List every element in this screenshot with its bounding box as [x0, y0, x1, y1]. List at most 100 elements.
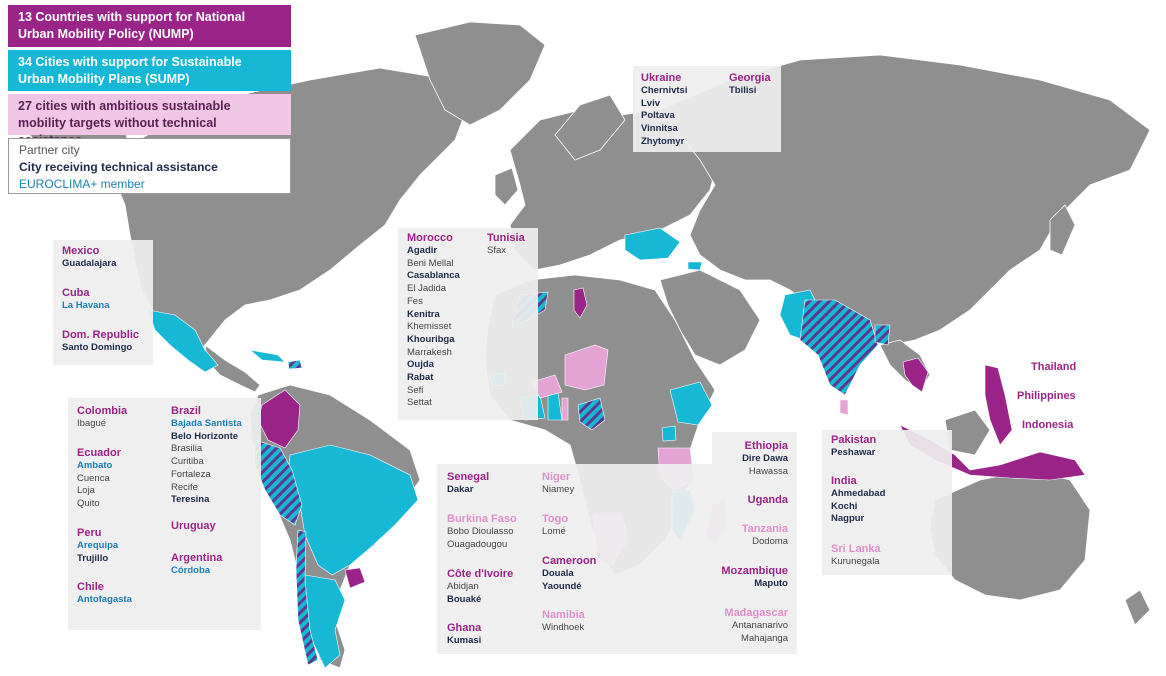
- region-india: India Ahmedabad Kochi Nagpur: [831, 475, 885, 526]
- city-label: Belo Horizonte: [171, 430, 239, 442]
- country-label: India: [831, 475, 857, 487]
- country-label: Namibia: [542, 609, 585, 621]
- region-mexico: Mexico Guadalajara: [62, 245, 116, 271]
- legend-nump: 13 Countries with support for National U…: [8, 5, 291, 47]
- city-label: Chernivtsi: [641, 85, 688, 96]
- region-ghana: Ghana Kumasi: [447, 622, 481, 648]
- country-label: Argentina: [171, 552, 223, 564]
- panel-south-america: [68, 398, 261, 630]
- country-label: Dom. Republic: [62, 329, 140, 341]
- niger-shape: [564, 344, 609, 391]
- city-label: Arequipa: [77, 540, 119, 551]
- arabia: [659, 269, 761, 366]
- country-label: Ghana: [447, 622, 482, 634]
- india-shape: [799, 299, 879, 396]
- city-label: Mahajanga: [740, 632, 788, 644]
- country-label: Madagascar: [724, 607, 788, 619]
- city-label: Zhytomyr: [641, 135, 685, 147]
- country-label: Cameroon: [542, 555, 597, 567]
- city-label: Dire Dawa: [742, 453, 788, 464]
- city-label: Loja: [77, 485, 95, 497]
- tunisia-shape: [573, 287, 588, 319]
- city-label: Ambato: [77, 460, 113, 471]
- city-label: Oujda: [407, 359, 434, 371]
- region-tunisia: Tunisia Sfax: [487, 232, 525, 258]
- panel-caribbean: [53, 240, 153, 365]
- region-ethiopia: Ethiopia Dire Dawa Hawassa: [712, 440, 788, 478]
- city-label: Bouaké: [447, 593, 482, 605]
- city-label: Kumasi: [447, 635, 482, 646]
- city-label: Brasilia: [171, 443, 203, 455]
- city-label: Curitiba: [171, 456, 204, 468]
- region-brazil: Brazil Bajada Santista Belo Horizonte Br…: [171, 405, 242, 507]
- city-label: Ibagué: [77, 418, 107, 429]
- label-philippines: Philippines: [1017, 390, 1076, 402]
- region-peru: Peru Arequipa Trujillo: [77, 527, 118, 565]
- uganda-shape: [661, 425, 677, 442]
- city-label: Antananarivo: [732, 620, 788, 631]
- country-label: Chile: [77, 581, 104, 593]
- city-label: Niamey: [542, 484, 575, 495]
- thailand-shape: [902, 357, 929, 393]
- city-label: Marrakesh: [407, 346, 452, 358]
- city-label: Bobo Dioulasso: [447, 526, 514, 537]
- city-label: La Havana: [62, 300, 110, 311]
- country-label: Georgia: [729, 72, 771, 84]
- togo-shape: [561, 397, 569, 421]
- city-label: Bajada Santista: [171, 418, 242, 429]
- city-label: Cuenca: [77, 472, 110, 484]
- region-tanzania: Tanzania Dodoma: [712, 523, 788, 549]
- region-madagascar: Madagascar Antananarivo Mahajanga: [700, 607, 788, 645]
- philippines-shape: [984, 364, 1013, 446]
- city-label: Agadir: [407, 245, 438, 256]
- city-label: Nagpur: [831, 513, 865, 525]
- city-label: Antofagasta: [77, 594, 132, 605]
- city-label: Khouribga: [407, 333, 455, 345]
- country-label: Côte d'Ivoire: [447, 568, 514, 580]
- cuba-shape: [248, 349, 286, 363]
- cameroon-shape: [577, 397, 606, 431]
- legend-ambitious: 27 cities with ambitious sustainable mob…: [8, 94, 291, 147]
- legend-sump: 34 Cities with support for Sustainable U…: [8, 50, 291, 91]
- country-label: Senegal: [447, 471, 490, 483]
- region-chile: Chile Antofagasta: [77, 581, 132, 607]
- region-niger: Niger Niamey: [542, 471, 574, 497]
- ethiopia-shape: [669, 381, 713, 426]
- legend-key: Partner city City receiving technical as…: [8, 138, 291, 194]
- country-label: Mozambique: [721, 565, 788, 577]
- city-label: Teresina: [171, 494, 210, 506]
- panel-africa: [437, 464, 797, 654]
- country-label: Tunisia: [487, 232, 525, 244]
- legend-euroclima: EUROCLIMA+ member: [19, 177, 145, 191]
- city-label: Recife: [171, 481, 198, 493]
- scandinavia: [554, 94, 626, 161]
- country-label: Sri Lanka: [831, 543, 881, 555]
- region-ukraine: Ukraine Chernivtsi Lviv Poltava Vinnitsa…: [641, 72, 687, 149]
- country-label: Uruguay: [171, 520, 216, 532]
- country-label: Ukraine: [641, 72, 682, 84]
- city-label: Kurunegala: [831, 556, 880, 567]
- city-label: Kenitra: [407, 308, 440, 320]
- srilanka-shape: [839, 399, 849, 416]
- city-label: Hawassa: [748, 465, 788, 477]
- country-label: Burkina Faso: [447, 513, 517, 525]
- city-label: Vinnitsa: [641, 123, 678, 135]
- city-label: Casablanca: [407, 270, 460, 282]
- city-label: El Jadida: [407, 283, 447, 295]
- city-label: Kochi: [831, 500, 858, 512]
- city-label: Sfax: [487, 245, 507, 256]
- country-label: Morocco: [407, 232, 453, 244]
- mexico-shape: [147, 309, 219, 373]
- legend-partner-city: Partner city: [19, 143, 80, 157]
- region-ecuador: Ecuador Ambato Cuenca Loja Quito: [77, 447, 121, 511]
- city-label: Quito: [77, 498, 100, 510]
- region-argentina: Argentina Córdoba: [171, 552, 222, 578]
- country-label: Togo: [542, 513, 569, 525]
- panel-ukraine-georgia: [633, 66, 781, 152]
- country-label: Ecuador: [77, 447, 122, 459]
- city-label: Guadalajara: [62, 258, 117, 269]
- city-label: Trujillo: [77, 552, 109, 564]
- region-colombia: Colombia Ibagué: [77, 405, 127, 431]
- city-label: Santo Domingo: [62, 342, 133, 353]
- bangladesh-shape: [874, 324, 891, 346]
